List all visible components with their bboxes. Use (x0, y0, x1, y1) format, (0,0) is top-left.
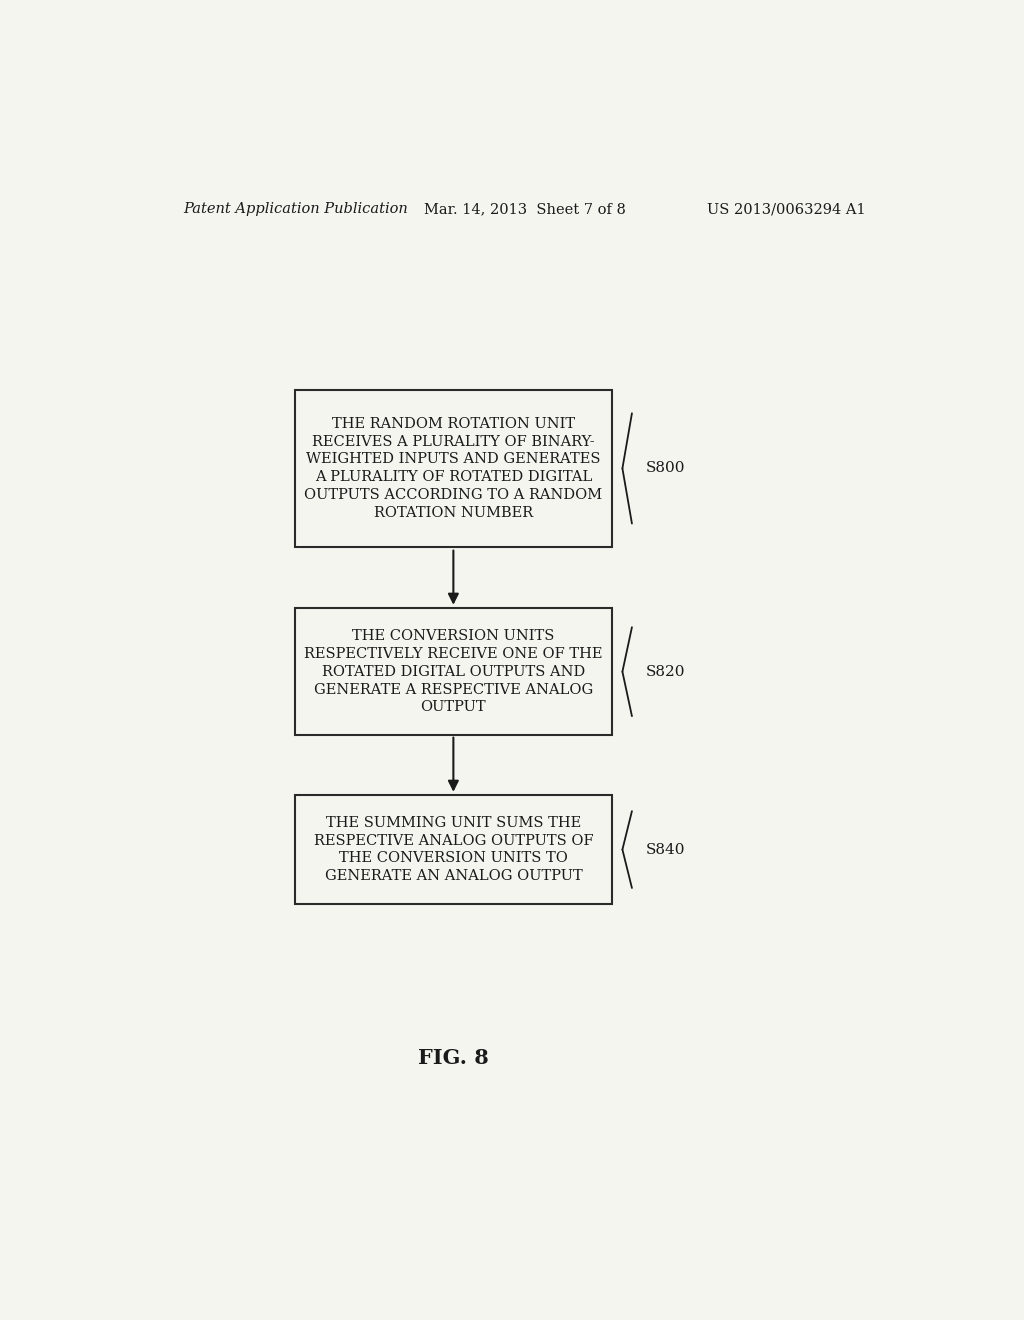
Text: Patent Application Publication: Patent Application Publication (183, 202, 409, 216)
Text: THE SUMMING UNIT SUMS THE
RESPECTIVE ANALOG OUTPUTS OF
THE CONVERSION UNITS TO
G: THE SUMMING UNIT SUMS THE RESPECTIVE ANA… (313, 816, 593, 883)
Text: US 2013/0063294 A1: US 2013/0063294 A1 (708, 202, 866, 216)
Bar (295, 609, 612, 735)
Text: FIG. 8: FIG. 8 (418, 1048, 488, 1068)
Text: S820: S820 (646, 665, 686, 678)
Text: S800: S800 (646, 462, 686, 475)
Text: THE RANDOM ROTATION UNIT
RECEIVES A PLURALITY OF BINARY-
WEIGHTED INPUTS AND GEN: THE RANDOM ROTATION UNIT RECEIVES A PLUR… (304, 417, 602, 520)
Text: S840: S840 (646, 842, 686, 857)
Text: THE CONVERSION UNITS
RESPECTIVELY RECEIVE ONE OF THE
ROTATED DIGITAL OUTPUTS AND: THE CONVERSION UNITS RESPECTIVELY RECEIV… (304, 630, 603, 714)
Text: Mar. 14, 2013  Sheet 7 of 8: Mar. 14, 2013 Sheet 7 of 8 (424, 202, 626, 216)
Bar (295, 795, 612, 904)
Bar (295, 389, 612, 548)
